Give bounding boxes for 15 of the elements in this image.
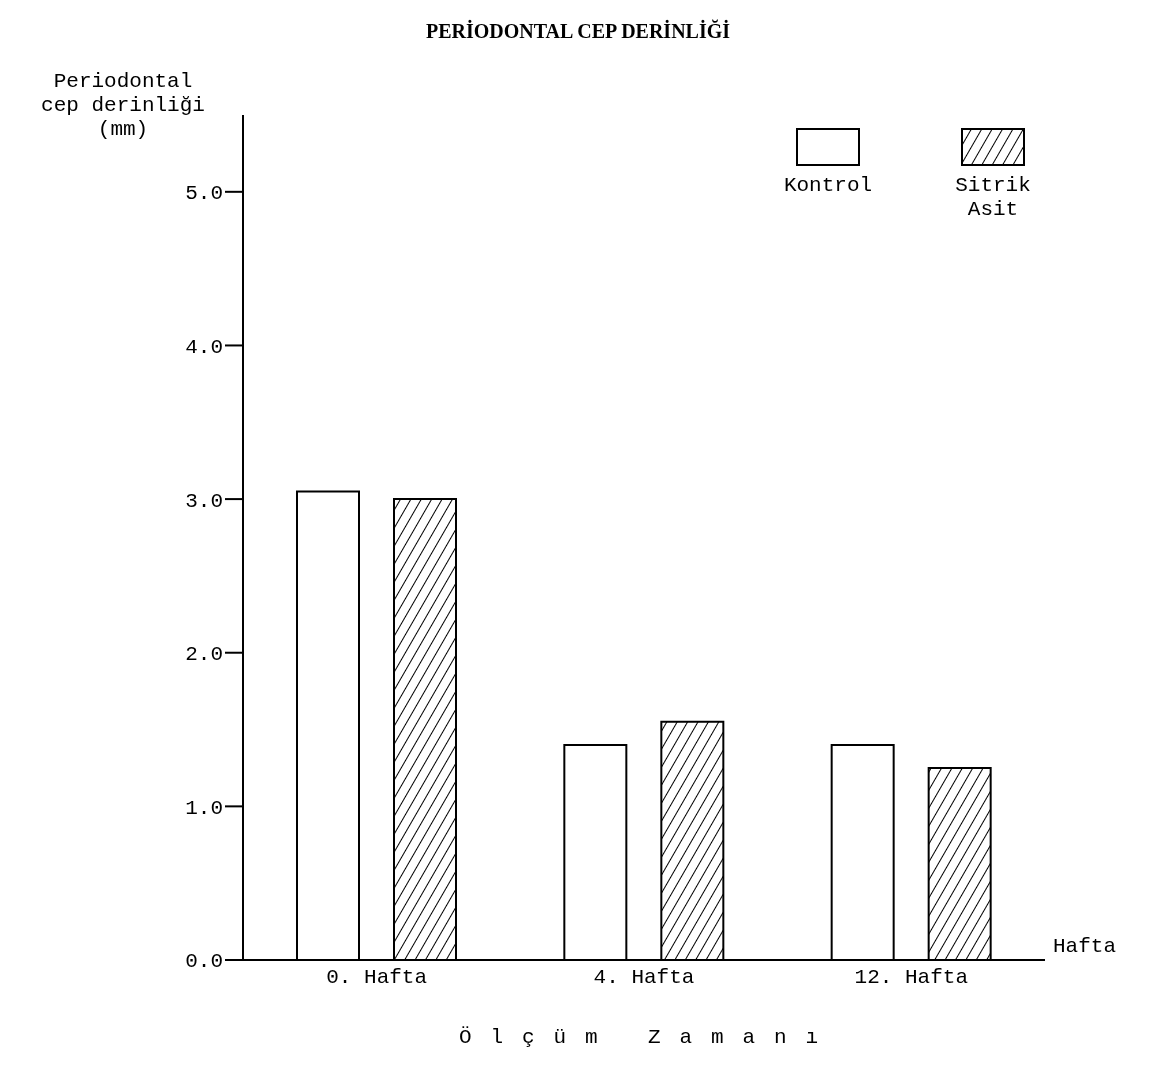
legend-label: Kontrol xyxy=(783,174,873,198)
legend-label: Sitrik Asit xyxy=(954,174,1032,222)
chart-title: PERİODONTAL CEP DERİNLİĞİ xyxy=(424,20,732,43)
y-tick-label: 4.0 xyxy=(185,335,223,359)
x-axis-title: Ölçüm Zamanı xyxy=(458,1026,838,1049)
x-tick-label: 0. Hafta xyxy=(326,965,428,989)
y-tick-label: 3.0 xyxy=(185,489,223,513)
y-tick-label: 2.0 xyxy=(185,643,223,667)
y-tick-label: 1.0 xyxy=(185,796,223,820)
x-tick-label: 4. Hafta xyxy=(593,965,695,989)
y-axis-title: Periodontal cep derinliği (mm) xyxy=(40,70,206,142)
x-tick-label: 12. Hafta xyxy=(854,965,969,989)
y-tick-label: 5.0 xyxy=(185,182,223,206)
text: Hafta xyxy=(1053,935,1117,958)
y-tick-label: 0.0 xyxy=(185,950,223,974)
